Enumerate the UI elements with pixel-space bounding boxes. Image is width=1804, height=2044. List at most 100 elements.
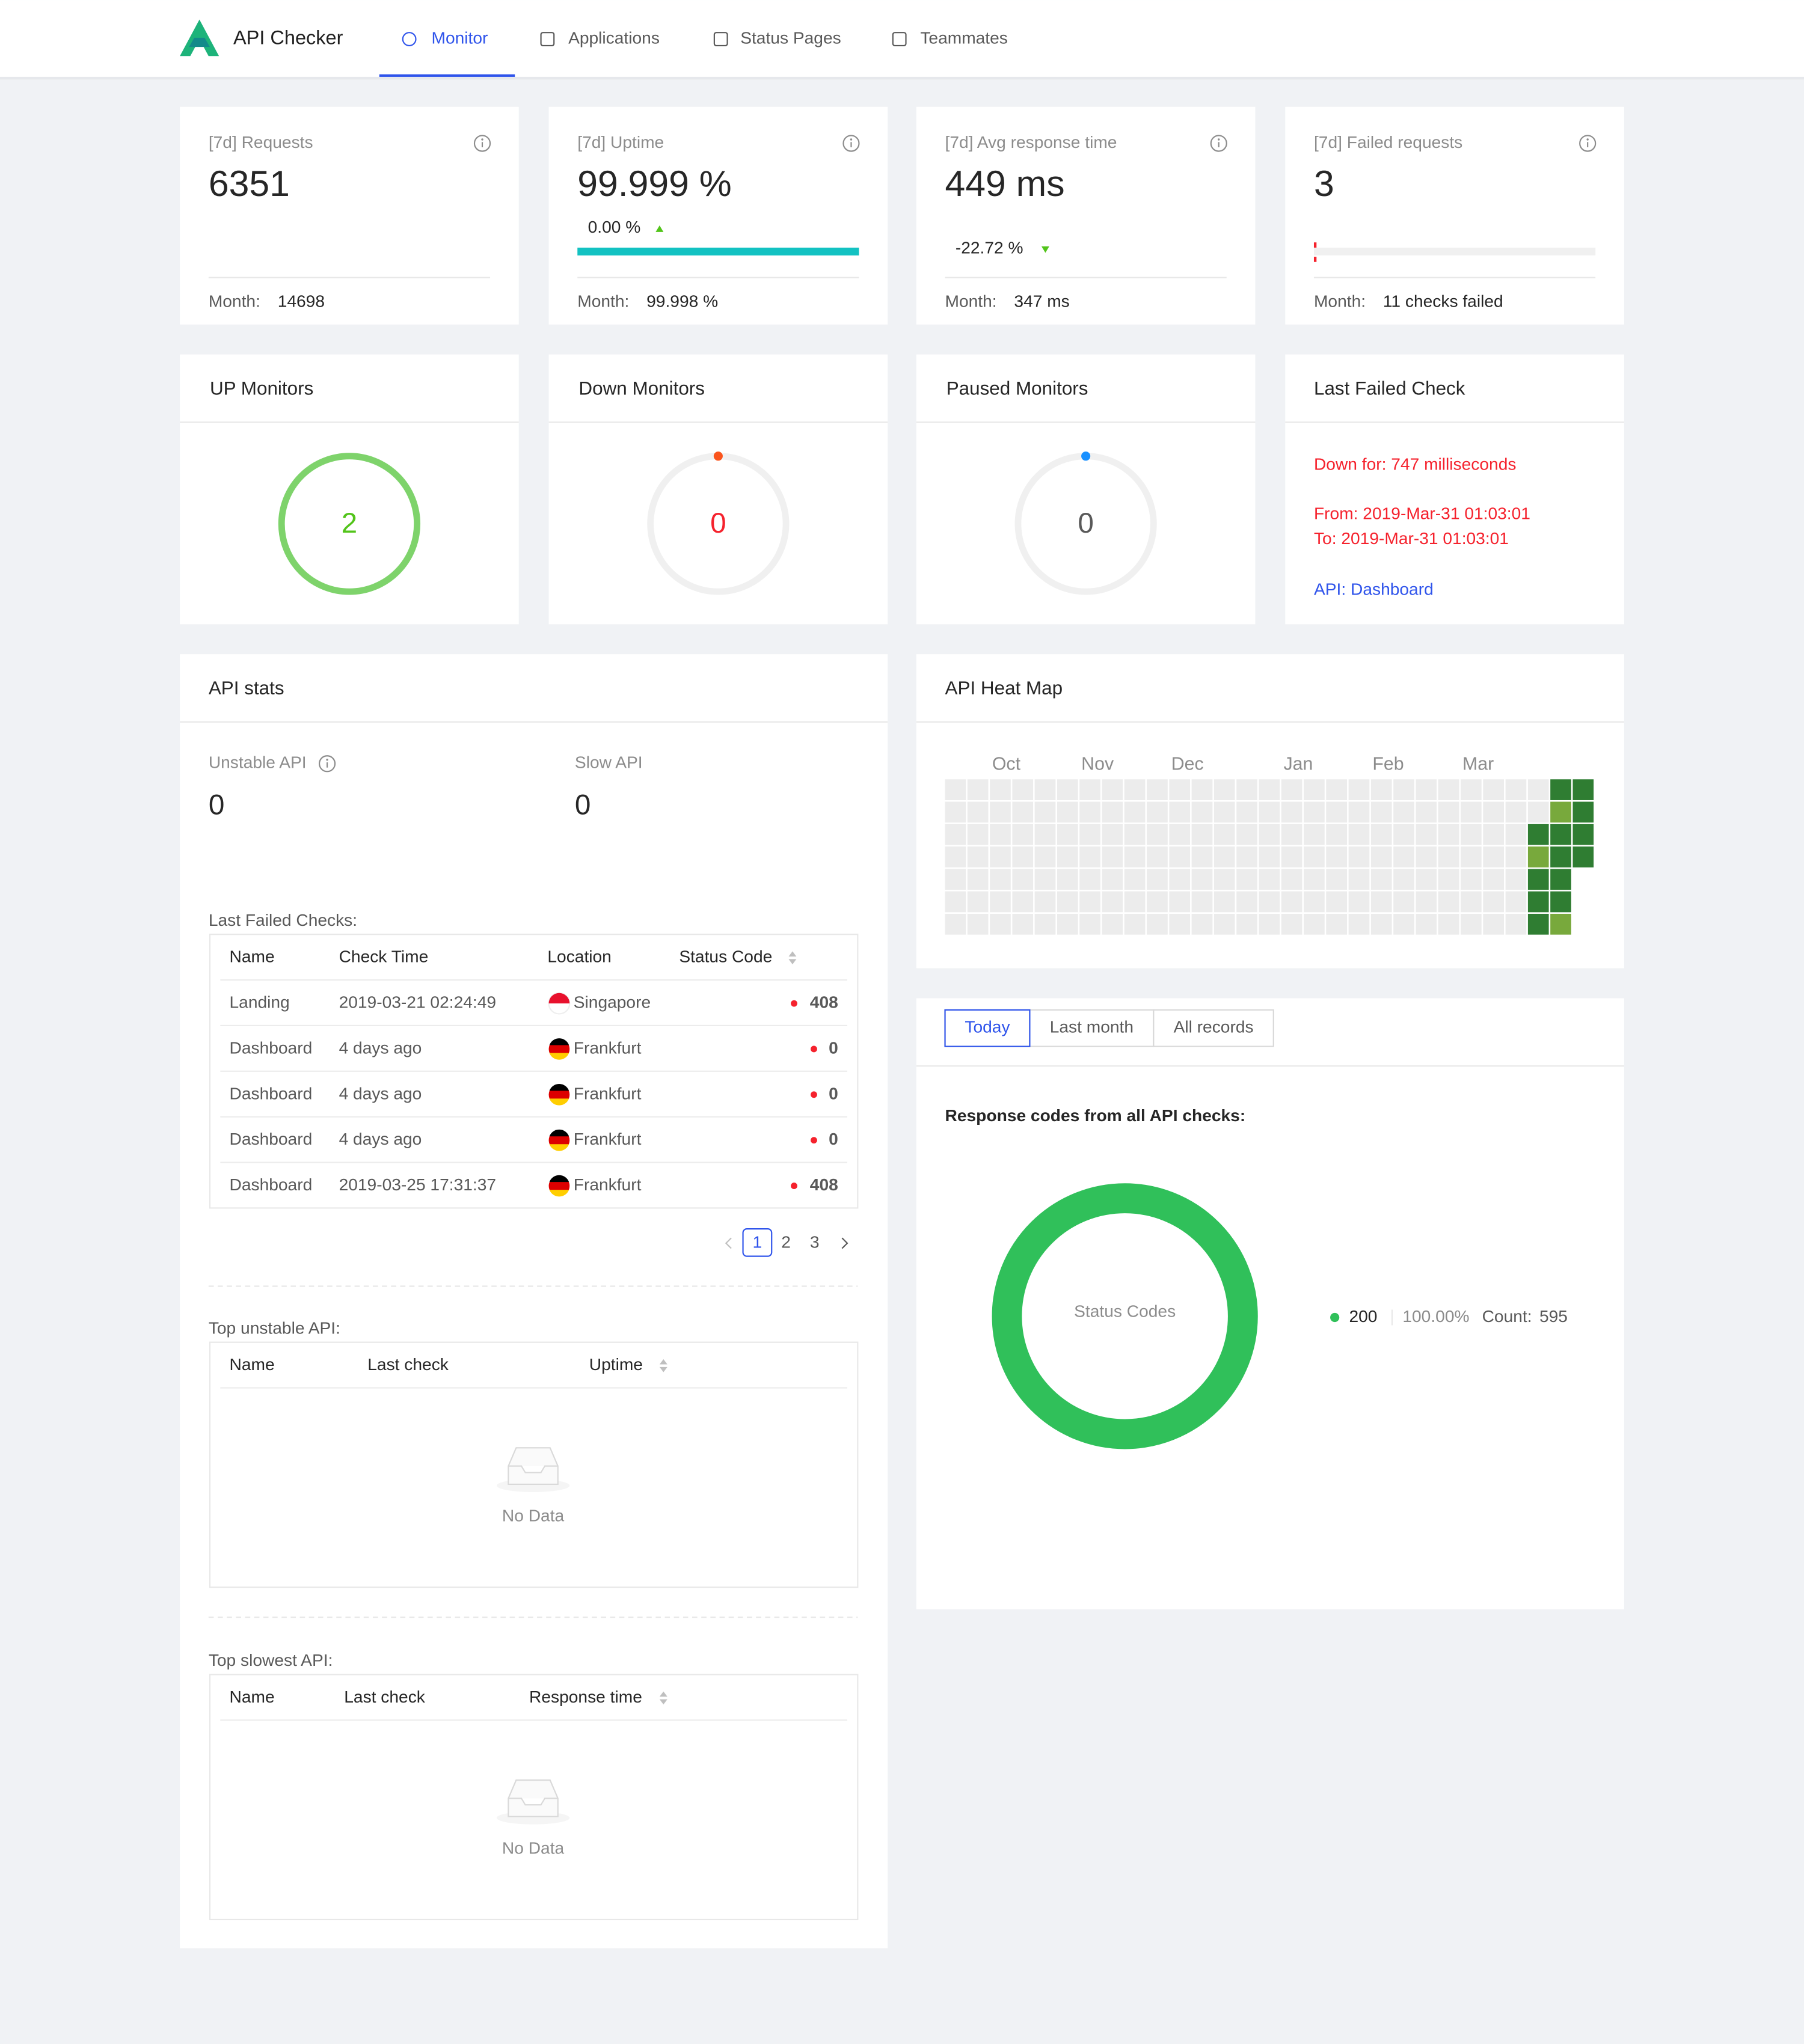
nav-tab[interactable]: Applications <box>568 28 660 47</box>
heat-cell <box>1012 846 1034 867</box>
column-header: Status Code <box>679 947 772 966</box>
nav-tab[interactable]: Monitor <box>431 28 488 47</box>
page-number[interactable]: 1 <box>753 1232 762 1251</box>
monitor-count: 0 <box>710 507 726 539</box>
page-number[interactable]: 3 <box>810 1232 820 1251</box>
stat-label: [7d] Failed requests <box>1314 132 1462 151</box>
month-label: Oct <box>992 754 1021 774</box>
cell: 2019-03-25 17:31:37 <box>339 1175 496 1194</box>
heat-cell <box>1416 891 1437 913</box>
heat-cell <box>1326 913 1348 935</box>
heat-cell <box>967 869 989 890</box>
page-prev[interactable] <box>725 1237 732 1249</box>
monitor-count: 2 <box>342 507 358 539</box>
heat-cell <box>1505 913 1527 935</box>
nav-tab[interactable]: Status Pages <box>740 28 841 47</box>
tab-button[interactable] <box>1153 1009 1274 1047</box>
heat-cell <box>1505 846 1527 867</box>
heat-cell <box>945 779 966 800</box>
cell: Dashboard <box>230 1129 313 1148</box>
sort-icon[interactable] <box>659 1359 667 1365</box>
heat-cell <box>1034 869 1056 890</box>
heat-cell <box>1057 824 1078 845</box>
info-dot <box>850 138 853 141</box>
heat-cell <box>1550 779 1571 800</box>
sort-icon[interactable] <box>659 1699 667 1705</box>
heat-cell <box>1527 891 1549 913</box>
heat-cell <box>1236 801 1257 823</box>
heat-cell <box>1527 913 1549 935</box>
progress-tick <box>1313 242 1317 248</box>
card <box>180 354 519 625</box>
month-label: Nov <box>1081 754 1114 774</box>
heat-cell <box>1527 846 1549 867</box>
tab-label[interactable]: All records <box>1174 1017 1254 1036</box>
heat-cell <box>1550 824 1571 845</box>
info-icon <box>318 755 336 773</box>
heat-cell <box>1326 891 1348 913</box>
sort-icon[interactable] <box>788 951 797 957</box>
progress-track <box>1313 247 1596 256</box>
heat-cell <box>1124 869 1146 890</box>
tab-label[interactable]: Today <box>965 1017 1010 1036</box>
empty-text: No Data <box>502 1506 565 1525</box>
stat-label: Unstable API <box>209 753 307 772</box>
cell: Frankfurt <box>574 1038 642 1057</box>
heat-cell <box>1012 869 1034 890</box>
heat-cell <box>1393 891 1414 913</box>
heat-cell <box>1057 913 1078 935</box>
info-dot <box>1218 138 1220 141</box>
heat-cell <box>1483 846 1505 867</box>
sort-icon[interactable] <box>659 1691 667 1697</box>
heat-cell <box>1281 891 1302 913</box>
stat-value: 0 <box>575 789 591 821</box>
card <box>916 106 1256 325</box>
heat-cell <box>1326 824 1348 845</box>
month-value: 14698 <box>278 291 325 310</box>
heat-cell <box>967 801 989 823</box>
section-title: Top slowest API: <box>209 1650 333 1669</box>
sort-icon[interactable] <box>659 1366 667 1372</box>
column-header: Uptime <box>589 1354 643 1374</box>
page-number[interactable]: 2 <box>781 1232 791 1251</box>
api-link[interactable]: API: Dashboard <box>1314 579 1434 598</box>
cell: Frankfurt <box>574 1129 642 1148</box>
flag <box>549 1084 569 1091</box>
page-next[interactable] <box>841 1237 848 1249</box>
heat-cell <box>1505 801 1527 823</box>
status-dot <box>811 1045 817 1053</box>
status-code: 0 <box>829 1038 838 1057</box>
heat-cell <box>1147 913 1168 935</box>
heat-cell <box>1236 891 1257 913</box>
tab-label[interactable]: Last month <box>1050 1017 1134 1036</box>
flag <box>549 1098 569 1106</box>
heat-cell <box>1572 846 1594 867</box>
info-dot <box>481 138 483 141</box>
nav-tab[interactable]: Teammates <box>920 28 1008 47</box>
sort-icon[interactable] <box>788 959 797 965</box>
heat-cell <box>1370 779 1392 800</box>
heat-cell <box>990 869 1011 890</box>
heat-cell <box>1483 779 1505 800</box>
card-title: Last Failed Check <box>1314 378 1465 399</box>
cell: 4 days ago <box>339 1129 422 1148</box>
heat-cell <box>1213 824 1235 845</box>
heat-cell <box>1393 801 1414 823</box>
card <box>916 998 1624 1610</box>
heat-cell <box>967 846 989 867</box>
heat-cell <box>1259 801 1280 823</box>
flag <box>549 1053 569 1060</box>
nav-active <box>379 74 515 77</box>
nav-icon <box>713 32 728 46</box>
heat-cell <box>1550 869 1571 890</box>
card-title: Down Monitors <box>578 378 705 399</box>
heat-cell <box>1191 869 1213 890</box>
brand: API Checker <box>233 27 343 49</box>
nav-icon <box>540 32 555 46</box>
heat-cell <box>945 824 966 845</box>
heat-cell <box>1034 779 1056 800</box>
status-dot <box>811 1137 817 1144</box>
heat-cell <box>1304 846 1325 867</box>
heat-cell <box>1236 913 1257 935</box>
